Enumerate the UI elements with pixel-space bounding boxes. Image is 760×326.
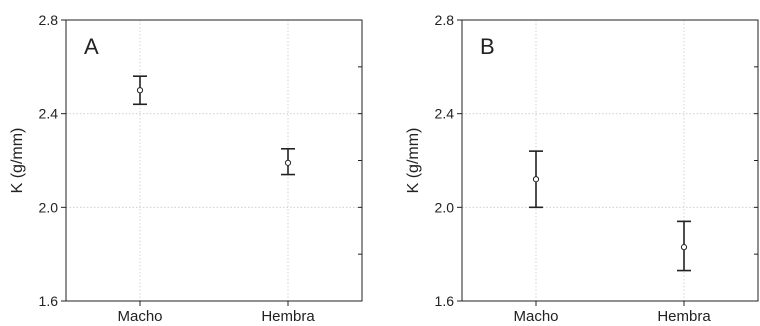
mean-marker [136, 87, 144, 94]
plot-frame [65, 19, 363, 302]
panel-letter: B [480, 34, 495, 59]
mean-marker [532, 176, 540, 183]
x-tick-label: Hembra [261, 308, 315, 325]
y-axis-title: K (g/mm) [9, 128, 26, 194]
y-tick-label: 2.4 [39, 106, 59, 122]
y-tick-label: 2.8 [39, 12, 59, 28]
y-axis-title: K (g/mm) [405, 128, 422, 194]
y-tick-label: 1.6 [39, 293, 59, 309]
errorbar-hembra [677, 220, 691, 272]
errorbar-macho [529, 150, 543, 209]
mean-marker [680, 244, 688, 251]
x-tick-label: Macho [513, 308, 558, 325]
panel-a: 1.6 2.0 2.4 2.8 Macho Hembra K (g/mm) A [9, 12, 363, 325]
errorbar-macho [133, 75, 147, 106]
y-tick-label: 2.8 [435, 12, 455, 28]
y-tick-label: 2.0 [435, 199, 455, 215]
y-tick-label: 1.6 [435, 293, 455, 309]
errorbar-hembra [281, 147, 295, 176]
y-tick-label: 2.0 [39, 199, 59, 215]
plot-frame [461, 19, 759, 302]
x-tick-label: Macho [117, 308, 162, 325]
panel-letter: A [84, 34, 99, 59]
x-tick-label: Hembra [657, 308, 711, 325]
panel-b: 1.6 2.0 2.4 2.8 Macho Hembra K (g/mm) B [405, 12, 759, 325]
y-tick-label: 2.4 [435, 106, 455, 122]
mean-marker [284, 159, 292, 166]
